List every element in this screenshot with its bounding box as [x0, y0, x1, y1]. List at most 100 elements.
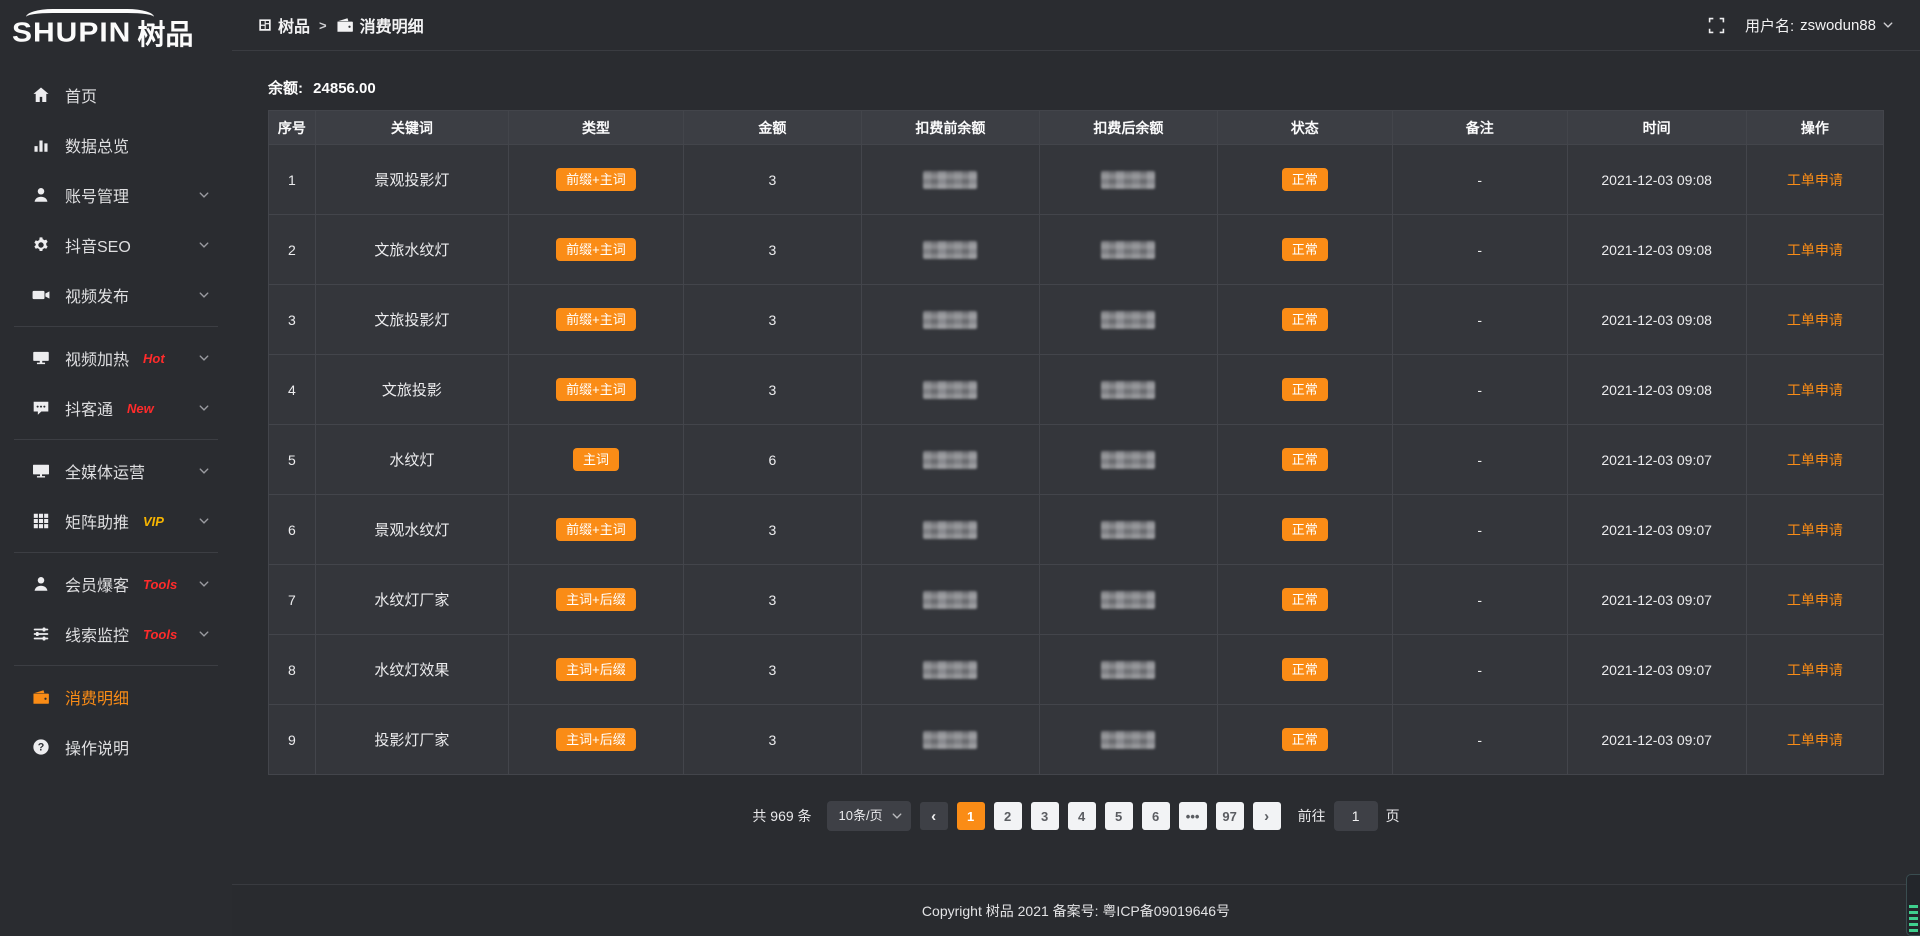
- cell-type: 前缀+主词: [508, 494, 684, 565]
- topbar: 树品 > 消费明细 用户名: zswodun88: [232, 0, 1920, 51]
- next-page-button[interactable]: ›: [1252, 802, 1281, 830]
- sidebar-item-数据总览[interactable]: 数据总览: [0, 120, 232, 170]
- grid-icon: [30, 512, 52, 530]
- sidebar-divider: [14, 439, 218, 440]
- cell-amount: 3: [682, 284, 862, 355]
- type-badge: 主词+后缀: [556, 728, 636, 751]
- action-work-order-link[interactable]: 工单申请: [1786, 171, 1843, 188]
- sidebar-item-抖音SEO[interactable]: 抖音SEO: [0, 220, 232, 270]
- sidebar-item-tag: New: [127, 400, 154, 416]
- ellipsis-button[interactable]: •••: [1178, 802, 1207, 830]
- sidebar-item-抖客通[interactable]: 抖客通 New: [0, 383, 232, 433]
- copyright-text: Copyright 树品 2021 备案号: 粤ICP备09019646号: [921, 902, 1231, 919]
- action-work-order-link[interactable]: 工单申请: [1786, 731, 1843, 748]
- action-work-order-link[interactable]: 工单申请: [1786, 241, 1843, 258]
- cell-time: 2021-12-03 09:07: [1566, 564, 1747, 635]
- column-header-金额: 金额: [682, 110, 862, 145]
- cell-balance-after: [1038, 424, 1218, 495]
- masked-balance-after: [1101, 240, 1156, 259]
- action-work-order-link[interactable]: 工单申请: [1786, 451, 1843, 468]
- sidebar-item-账号管理[interactable]: 账号管理: [0, 170, 232, 220]
- sidebar-item-消费明细[interactable]: 消费明细: [0, 672, 232, 722]
- column-header-类型: 类型: [508, 110, 684, 145]
- action-work-order-link[interactable]: 工单申请: [1786, 381, 1843, 398]
- cell-note: -: [1391, 144, 1568, 215]
- column-header-序号: 序号: [268, 110, 316, 145]
- fullscreen-button[interactable]: [1708, 17, 1725, 34]
- cell-action: 工单申请: [1745, 214, 1885, 285]
- cell-balance-after: [1038, 704, 1218, 775]
- cell-status: 正常: [1216, 494, 1393, 565]
- column-header-扣费后余额: 扣费后余额: [1038, 110, 1218, 145]
- breadcrumb-item-2[interactable]: 消费明细: [336, 13, 424, 37]
- cell-status: 正常: [1216, 564, 1393, 635]
- column-header-扣费前余额: 扣费前余额: [860, 110, 1040, 145]
- floating-widget[interactable]: [1906, 874, 1920, 936]
- column-header-时间: 时间: [1566, 110, 1747, 145]
- masked-balance-before: [923, 310, 978, 329]
- type-badge: 主词+后缀: [556, 658, 636, 681]
- cell-time: 2021-12-03 09:08: [1566, 144, 1747, 215]
- masked-balance-after: [1101, 660, 1156, 679]
- home-icon: [30, 86, 52, 104]
- action-work-order-link[interactable]: 工单申请: [1786, 521, 1843, 538]
- page-button-2[interactable]: 2: [993, 802, 1022, 830]
- masked-balance-before: [923, 660, 978, 679]
- sidebar-item-视频发布[interactable]: 视频发布: [0, 270, 232, 320]
- balance-label: 余额:: [268, 80, 303, 97]
- sidebar-item-视频加热[interactable]: 视频加热 Hot: [0, 333, 232, 383]
- page-button-4[interactable]: 4: [1067, 802, 1096, 830]
- cell-note: -: [1391, 424, 1568, 495]
- prev-page-button[interactable]: ‹: [919, 802, 948, 830]
- action-work-order-link[interactable]: 工单申请: [1786, 311, 1843, 328]
- sidebar-item-线索监控[interactable]: 线索监控 Tools: [0, 609, 232, 659]
- page-button-6[interactable]: 6: [1141, 802, 1170, 830]
- action-work-order-link[interactable]: 工单申请: [1786, 591, 1843, 608]
- heat-icon: [30, 349, 52, 367]
- action-work-order-link[interactable]: 工单申请: [1786, 661, 1843, 678]
- cell-note: -: [1391, 634, 1568, 705]
- cell-keyword: 水纹灯: [314, 424, 510, 495]
- page-button-3[interactable]: 3: [1030, 802, 1059, 830]
- column-header-操作: 操作: [1745, 110, 1885, 145]
- chevron-down-icon: [198, 189, 210, 201]
- cell-balance-after: [1038, 214, 1218, 285]
- type-badge: 前缀+主词: [556, 308, 636, 331]
- consumption-table: 序号 关键词 类型 金额 扣费前余额 扣费后余额 状态 备注 时间 操作 1 景观投影灯 前缀+主词 3…: [268, 110, 1885, 775]
- type-badge: 前缀+主词: [556, 518, 636, 541]
- masked-balance-after: [1101, 170, 1156, 189]
- cell-balance-before: [860, 564, 1040, 635]
- page-button-1[interactable]: 1: [956, 802, 985, 830]
- cell-note: -: [1391, 284, 1568, 355]
- sidebar-item-全媒体运营[interactable]: 全媒体运营: [0, 446, 232, 496]
- cell-time: 2021-12-03 09:08: [1566, 284, 1747, 355]
- masked-balance-before: [923, 450, 978, 469]
- sidebar-item-首页[interactable]: 首页: [0, 70, 232, 120]
- cell-type: 主词+后缀: [508, 634, 684, 705]
- user-dropdown[interactable]: 用户名: zswodun88: [1745, 15, 1894, 36]
- sidebar-item-label: 抖客通: [65, 402, 114, 419]
- page-button-97[interactable]: 97: [1215, 802, 1244, 830]
- sidebar-item-矩阵助推[interactable]: 矩阵助推 VIP: [0, 496, 232, 546]
- table-row: 3 文旅投影灯 前缀+主词 3 正常 -2021-12-03 09:08 工单申请: [268, 284, 1885, 355]
- cell-status: 正常: [1216, 424, 1393, 495]
- logo-text-en: SHUPIN: [12, 17, 132, 48]
- cell-action: 工单申请: [1745, 494, 1885, 565]
- sidebar-item-label: 视频加热: [65, 352, 130, 369]
- sidebar-item-会员爆客[interactable]: 会员爆客 Tools: [0, 559, 232, 609]
- main-area: 余额: 24856.00 序号 关键词 类型 金额 扣费前余额 扣费后余额 状态 备注 时间 操作…: [232, 51, 1920, 884]
- cell-type: 前缀+主词: [508, 144, 684, 215]
- cell-type: 主词+后缀: [508, 564, 684, 635]
- masked-balance-after: [1101, 730, 1156, 749]
- goto-input[interactable]: [1333, 801, 1378, 831]
- logo-arc: [26, 9, 154, 25]
- cell-amount: 3: [682, 354, 862, 425]
- sidebar-item-操作说明[interactable]: ? 操作说明: [0, 722, 232, 772]
- sidebar-item-label: 数据总览: [65, 139, 130, 156]
- page-button-5[interactable]: 5: [1104, 802, 1133, 830]
- cell-action: 工单申请: [1745, 634, 1885, 705]
- page-size-select[interactable]: 10条/页: [826, 801, 911, 831]
- masked-balance-before: [923, 520, 978, 539]
- breadcrumb-item-1[interactable]: 树品: [258, 13, 310, 37]
